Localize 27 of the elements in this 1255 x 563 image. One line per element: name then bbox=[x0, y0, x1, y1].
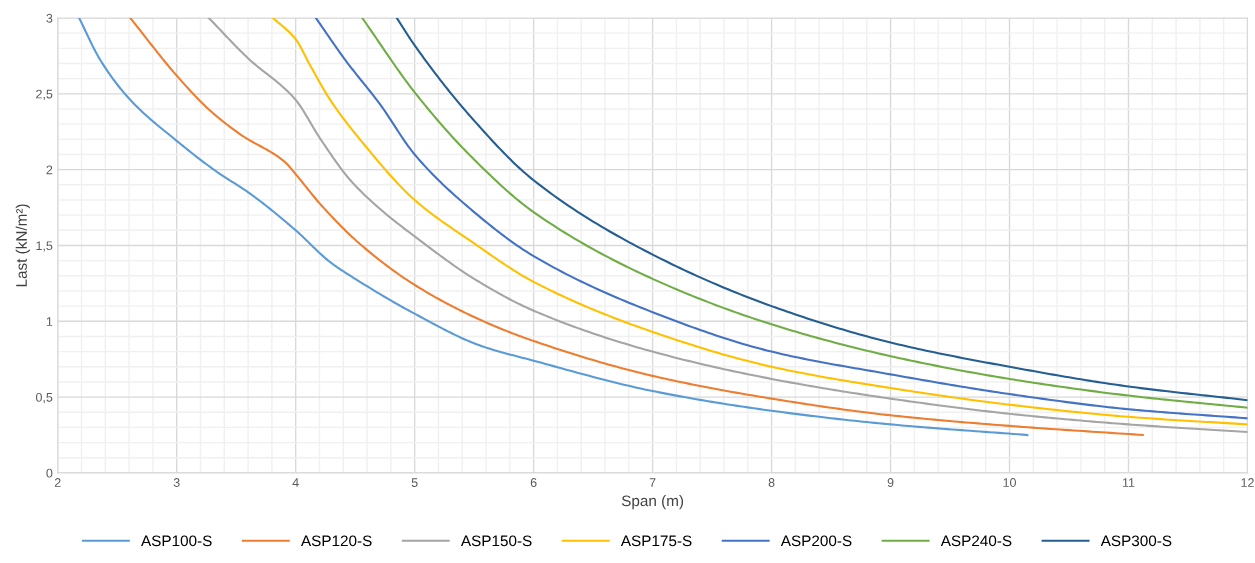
y-tick-label: 0 bbox=[46, 468, 53, 478]
legend-label: ASP300-S bbox=[1100, 535, 1172, 547]
y-tick-label: 1,5 bbox=[36, 241, 53, 252]
x-tick-label: 10 bbox=[1003, 478, 1016, 487]
legend-label: ASP120-S bbox=[300, 535, 372, 547]
x-tick-label: 3 bbox=[173, 478, 180, 487]
y-tick-label: 1 bbox=[46, 317, 53, 326]
y-tick-label: 2,5 bbox=[36, 89, 53, 100]
legend-label: ASP240-S bbox=[940, 535, 1012, 547]
x-tick-label: 4 bbox=[292, 478, 299, 487]
legend-label: ASP200-S bbox=[780, 535, 852, 547]
legend-label: ASP175-S bbox=[620, 535, 692, 547]
x-axis-title: Span (m) bbox=[621, 494, 684, 510]
x-tick-label: 6 bbox=[530, 478, 537, 487]
x-tick-label: 9 bbox=[887, 478, 894, 487]
y-tick-label: 3 bbox=[46, 13, 53, 23]
x-tick-label: 7 bbox=[649, 478, 656, 487]
x-tick-label: 2 bbox=[54, 478, 61, 487]
x-tick-label: 5 bbox=[411, 478, 418, 487]
legend-label: ASP100-S bbox=[141, 535, 212, 547]
y-tick-label: 0,5 bbox=[35, 392, 53, 404]
legend-label: ASP150-S bbox=[460, 535, 532, 547]
y-tick-label: 2 bbox=[46, 165, 53, 175]
x-tick-label: 8 bbox=[768, 478, 775, 487]
x-tick-label: 12 bbox=[1241, 478, 1254, 487]
y-axis-title: Last (kN/m²) bbox=[15, 204, 30, 287]
x-tick-label: 11 bbox=[1122, 478, 1135, 487]
